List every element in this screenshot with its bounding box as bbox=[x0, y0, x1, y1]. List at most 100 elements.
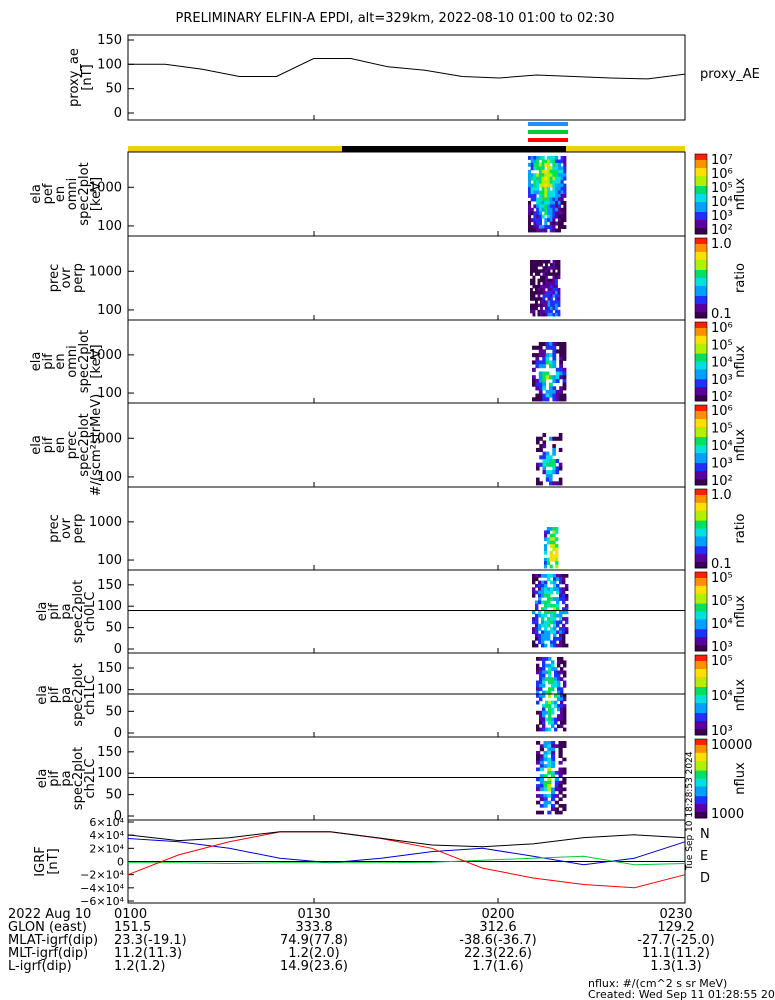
unit-note: nflux: #/(cm^2 s sr MeV) bbox=[588, 977, 727, 990]
spectrogram-cell bbox=[557, 275, 561, 280]
footer-cell: 1.2(2.0) bbox=[288, 946, 340, 961]
spectrogram-cell bbox=[562, 574, 566, 578]
spectrogram-cell bbox=[552, 173, 556, 178]
spectrogram-cell bbox=[545, 670, 549, 675]
spectrogram-cell bbox=[544, 204, 548, 209]
spectrogram-cell bbox=[545, 389, 550, 394]
spectrogram-cell bbox=[552, 527, 556, 531]
colorbar-segment bbox=[695, 331, 707, 335]
spectrogram-cell bbox=[532, 375, 536, 380]
spectrogram-cell bbox=[554, 807, 559, 812]
spectrogram-cell bbox=[547, 610, 551, 615]
spectrogram-cell bbox=[547, 169, 551, 174]
spectrogram-cell bbox=[537, 263, 541, 267]
spectrogram-cell bbox=[547, 764, 552, 768]
footer-cell: -27.7(-25.0) bbox=[637, 933, 714, 948]
spectrogram-cell bbox=[538, 156, 542, 160]
colorbar-segment bbox=[695, 353, 707, 357]
colorbar-segment bbox=[695, 615, 707, 618]
footer-cell: 23.3(-19.1) bbox=[114, 933, 187, 948]
spectrogram-cell bbox=[563, 720, 567, 725]
spectrogram-cell bbox=[536, 187, 540, 191]
created-note: Created: Wed Sep 11 01:28:55 2024 bbox=[588, 988, 775, 1000]
spectrogram-cell bbox=[560, 180, 564, 185]
spectrogram-cell bbox=[557, 680, 561, 685]
spectrogram-cell bbox=[559, 630, 563, 635]
spectrogram-cell bbox=[545, 727, 549, 732]
colorbar-segment bbox=[695, 433, 707, 436]
spectrogram-cell bbox=[555, 547, 559, 552]
spectrogram-cell bbox=[555, 284, 558, 289]
colorbar-segment bbox=[695, 506, 707, 510]
colorbar-segment bbox=[695, 554, 707, 557]
panel-ylabel: pif bbox=[47, 686, 62, 703]
spectrogram-cell bbox=[554, 683, 558, 688]
spectrogram-cell bbox=[540, 275, 543, 280]
spectrogram-cell bbox=[547, 176, 551, 181]
spectrogram-cell bbox=[557, 200, 561, 205]
spectrogram-cell bbox=[538, 593, 542, 598]
spectrogram-cell bbox=[557, 183, 561, 188]
footer-cell: 129.2 bbox=[657, 920, 694, 935]
spectrogram-cell bbox=[562, 607, 566, 611]
spectrogram-cell bbox=[557, 704, 561, 708]
colorbar-segment bbox=[695, 375, 707, 378]
colorbar-segment bbox=[695, 184, 707, 187]
colorbar-segment bbox=[695, 230, 707, 233]
spectrogram-cell bbox=[542, 278, 546, 283]
spectrogram-cell bbox=[544, 190, 548, 195]
spectrogram-cell bbox=[552, 291, 556, 295]
spectrogram-cell bbox=[539, 804, 544, 808]
colorbar-segment bbox=[695, 411, 707, 414]
panel-ylabel: pa bbox=[59, 603, 74, 619]
spectrogram-cell bbox=[548, 690, 552, 695]
spectrogram-cell bbox=[560, 717, 564, 722]
spectrogram-cell bbox=[550, 630, 554, 635]
spectrogram-cell bbox=[541, 190, 545, 195]
spectrogram-cell bbox=[547, 784, 552, 788]
colorbar-segment bbox=[695, 697, 707, 700]
spectrogram-cell bbox=[537, 288, 541, 292]
spectrogram-cell bbox=[541, 159, 545, 164]
spectrogram-cell bbox=[555, 180, 559, 185]
colorbar-segment bbox=[695, 695, 707, 698]
colorbar-segment bbox=[695, 711, 707, 714]
spectrogram-cell bbox=[546, 537, 550, 542]
spectrogram-cell bbox=[562, 386, 567, 391]
spectrogram-cell bbox=[555, 183, 559, 188]
spectrogram-cell bbox=[536, 687, 540, 692]
spectrogram-cell bbox=[530, 303, 533, 308]
spectrogram-cell bbox=[551, 804, 556, 808]
spectrogram-cell bbox=[560, 690, 564, 695]
spectrogram-cell bbox=[557, 663, 561, 668]
spectrogram-cell bbox=[552, 266, 556, 270]
spectrogram-cell bbox=[560, 720, 564, 725]
spectrogram-cell bbox=[565, 630, 569, 635]
spectrogram-cell bbox=[547, 603, 551, 608]
spectrogram-cell bbox=[549, 389, 553, 394]
spectrogram-cell bbox=[548, 670, 552, 675]
ytick-label: 1000 bbox=[89, 180, 122, 195]
ytick-label: 50 bbox=[105, 621, 122, 636]
spectrogram-cell bbox=[538, 200, 542, 205]
spectrogram-cell bbox=[556, 620, 560, 625]
footer-cell: 1.2(1.2) bbox=[114, 959, 166, 974]
spectrogram-cell bbox=[552, 557, 556, 562]
panel-ylabel: ela bbox=[35, 602, 50, 622]
colorbar-segment bbox=[695, 641, 707, 644]
spectrogram-cell bbox=[541, 200, 545, 205]
spectrogram-cell bbox=[528, 218, 532, 223]
spectrogram-cell bbox=[562, 375, 567, 380]
spectrogram-cell bbox=[536, 462, 540, 467]
spectrogram-cell bbox=[537, 294, 541, 298]
spectrogram-cell bbox=[550, 263, 553, 267]
spectrogram-cell bbox=[542, 288, 546, 292]
colorbar-segment bbox=[695, 631, 707, 634]
spectrogram-cell bbox=[539, 810, 544, 815]
colorbar-tick-label: 10² bbox=[711, 474, 733, 489]
colorbar-segment bbox=[695, 393, 707, 396]
spectrogram-cell bbox=[544, 590, 548, 595]
spectrogram-cell bbox=[542, 677, 546, 681]
spectrogram-cell bbox=[535, 263, 538, 267]
spectrogram-cell bbox=[555, 300, 558, 304]
